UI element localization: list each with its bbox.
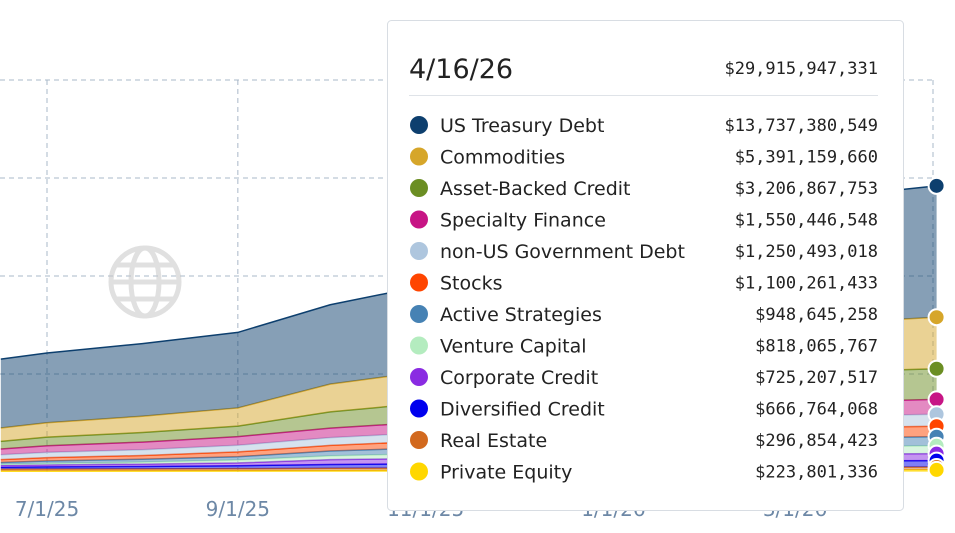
tooltip-value: $725,207,517 (755, 368, 878, 388)
tooltip-value: $223,801,336 (755, 463, 878, 483)
tooltip-box (387, 20, 904, 511)
watermark (108, 245, 182, 319)
legend-swatch (410, 210, 428, 229)
tooltip-value: $5,391,159,660 (735, 148, 878, 168)
legend-label: Diversified Credit (440, 399, 605, 421)
legend-swatch (410, 305, 428, 323)
tooltip-value: $1,250,493,018 (735, 242, 878, 262)
legend-swatch (410, 116, 428, 134)
hover-markers (927, 176, 946, 479)
hover-marker (927, 359, 946, 378)
legend-swatch (410, 336, 428, 355)
legend-label: Specialty Finance (440, 210, 606, 232)
tooltip-value: $13,737,380,549 (724, 116, 878, 136)
legend-swatch (410, 399, 428, 418)
x-tick-label: 9/1/25 (206, 497, 270, 521)
hover-marker (927, 308, 946, 327)
legend-label: Stocks (440, 273, 502, 295)
tooltip-value: $1,550,446,548 (735, 211, 878, 231)
hover-marker (927, 176, 946, 195)
tooltip: 4/16/26 $29,915,947,331 US Treasury Debt… (387, 20, 904, 511)
legend-swatch (410, 368, 428, 386)
tooltip-date: 4/16/26 (409, 54, 513, 85)
legend-label: Commodities (440, 147, 565, 169)
tooltip-value: $948,645,258 (755, 305, 878, 325)
legend-label: Corporate Credit (440, 367, 598, 389)
legend-label: Venture Capital (440, 336, 587, 358)
legend-swatch (410, 179, 428, 197)
tooltip-value: $296,854,423 (755, 431, 878, 451)
legend-label: US Treasury Debt (440, 115, 604, 137)
tooltip-value: $1,100,261,433 (735, 274, 878, 294)
tooltip-value: $666,764,068 (755, 400, 878, 420)
legend-swatch (410, 147, 428, 166)
legend-label: Asset-Backed Credit (440, 178, 631, 200)
x-tick-label: 7/1/25 (15, 497, 79, 521)
legend-swatch (410, 431, 428, 449)
tooltip-value: $3,206,867,753 (735, 179, 878, 199)
legend-label: Private Equity (440, 462, 572, 484)
legend-label: non-US Government Debt (440, 241, 685, 263)
hover-marker (927, 390, 946, 409)
watermark-globe (108, 245, 182, 319)
legend-swatch (410, 242, 428, 260)
legend-label: Real Estate (440, 430, 547, 452)
tooltip-total: $29,915,947,331 (724, 59, 878, 79)
tooltip-value: $818,065,767 (755, 337, 878, 357)
legend-label: Active Strategies (440, 304, 602, 326)
legend-swatch (410, 273, 428, 292)
tooltip-rows: US Treasury Debt $13,737,380,549 Commoditi… (410, 115, 878, 484)
legend-swatch (410, 462, 428, 481)
hover-marker (927, 460, 946, 479)
